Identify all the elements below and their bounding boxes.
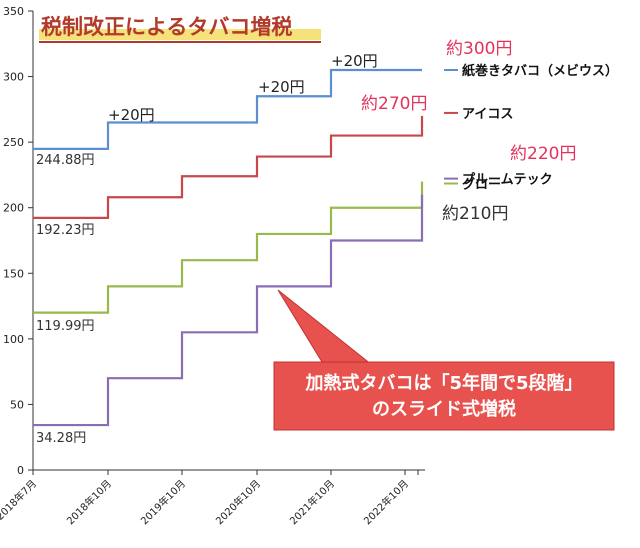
x-tick-label: 2018年7月: [0, 477, 39, 523]
y-tick-label: 150: [3, 267, 24, 280]
legend-label-3: プルームテック: [462, 173, 553, 188]
y-tick-label: 250: [3, 136, 24, 149]
x-tick-label: 2019年10月: [138, 477, 188, 527]
x-tick-label: 2022年10月: [361, 477, 411, 527]
callout-line-1: 加熱式タバコは「5年間で5段階」: [304, 372, 582, 394]
step-annotation-0: +20円: [108, 106, 155, 124]
legend-label-0: 紙巻きタバコ（メビウス）: [462, 63, 618, 79]
callout-layer: 加熱式タバコは「5年間で5段階」 のスライド式増税: [273, 289, 615, 431]
x-tick-label: 2020年10月: [213, 477, 263, 527]
y-tick-label: 350: [3, 5, 24, 18]
step-annotation-1: +20円: [258, 78, 305, 96]
start-value-label-0: 244.88円: [36, 153, 95, 168]
end-value-label-3: 約210円: [442, 204, 508, 224]
series-line-3: [33, 194, 424, 427]
end-value-label-2: 約220円: [510, 144, 576, 164]
start-value-label-3: 34.28円: [36, 431, 86, 446]
y-tick-label: 0: [17, 464, 24, 477]
y-tick-label: 100: [3, 333, 24, 346]
end-value-label-1: 約270円: [361, 94, 427, 114]
callout-line-2: のスライド式増税: [372, 398, 516, 420]
series-line-1: [33, 115, 424, 220]
start-value-label-1: 192.23円: [36, 223, 95, 238]
chart-axes: 0 50 100 150 200 250 300 350 2018年7月 2018年10月 2019…: [0, 5, 425, 527]
series-line-2: [33, 181, 424, 314]
legend-label-2: グロー: [462, 176, 501, 192]
series-layer: [33, 68, 424, 427]
title-underline-highlight: [39, 29, 321, 40]
step-annotation-2: +20円: [331, 52, 378, 70]
y-tick-label: 300: [3, 71, 24, 84]
y-tick-label: 50: [10, 398, 24, 411]
callout-box: [273, 361, 615, 431]
legend-label-1: アイコス: [462, 107, 513, 122]
y-tick-label: 200: [3, 202, 24, 215]
series-line-0: [33, 68, 422, 150]
chart-title-group: 税制改正によるタバコ増税: [39, 15, 321, 43]
chart-title: 税制改正によるタバコ増税: [41, 15, 292, 39]
x-tick-label: 2018年10月: [64, 477, 114, 527]
x-tick-label: 2021年10月: [287, 477, 337, 527]
start-value-label-2: 119.99円: [36, 319, 95, 334]
end-value-label-0: 約300円: [446, 39, 512, 59]
labels-layer: 244.88円 192.23円 119.99円 34.28円 紙巻きタバコ（メビウス） ア…: [36, 39, 618, 446]
